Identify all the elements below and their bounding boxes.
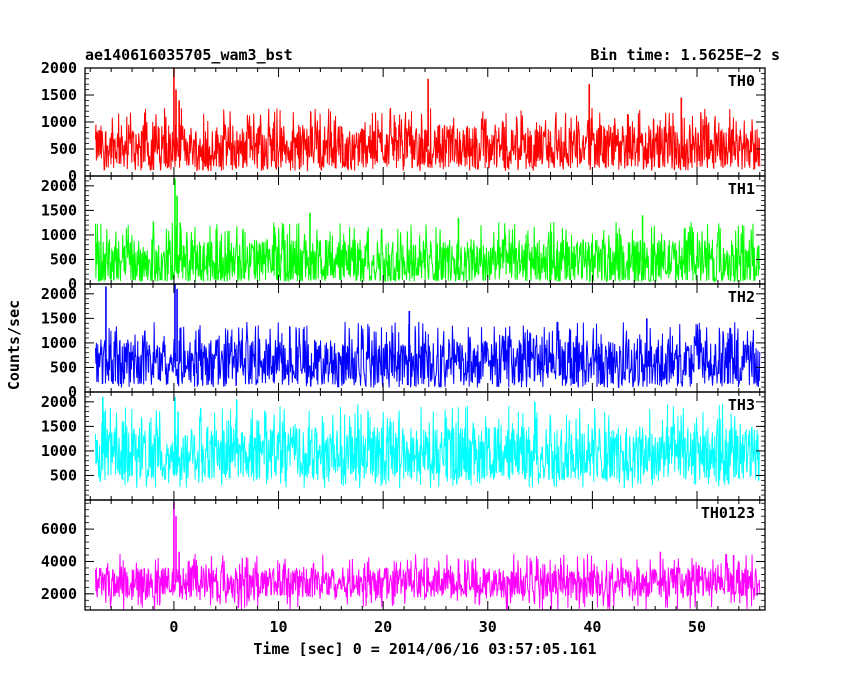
y-tick-label: 500 xyxy=(50,466,77,484)
y-tick-label: 1500 xyxy=(41,86,77,104)
y-tick-label: 1500 xyxy=(41,309,77,327)
y-tick-label: 1000 xyxy=(41,113,77,131)
panel-label: TH0 xyxy=(728,72,755,90)
panel-th3: 500 1000 1500 2000 TH3 xyxy=(41,391,766,501)
y-tick-label: 0 xyxy=(68,167,77,185)
series-th0 xyxy=(94,68,761,172)
panel-label: TH2 xyxy=(728,288,755,306)
y-tick-label: 2000 xyxy=(41,59,77,77)
x-axis-label: Time [sec] 0 = 2014/06/16 03:57:05.161 xyxy=(253,640,596,658)
series-th2 xyxy=(94,284,761,389)
y-tick-label: 4000 xyxy=(41,552,77,570)
y-tick-label: 1500 xyxy=(41,201,77,219)
series-line xyxy=(94,553,761,610)
y-tick-label: 6000 xyxy=(41,520,77,538)
y-tick-label: 1000 xyxy=(41,334,77,352)
series-line xyxy=(94,404,761,489)
y-tick-label: 1000 xyxy=(41,442,77,460)
y-axis-label: Counts/sec xyxy=(5,300,23,390)
panel-label: TH0123 xyxy=(701,504,755,522)
figure-title: ae140616035705_wam3_bst xyxy=(85,46,293,64)
panel-th0123: 2000 4000 6000 TH0123 xyxy=(41,499,766,611)
y-tick-label: 2000 xyxy=(41,393,77,411)
bin-time-label: Bin time: 1.5625E−2 s xyxy=(590,46,780,64)
y-tick-label: 2000 xyxy=(41,285,77,303)
series-line xyxy=(94,107,761,172)
x-tick-label: 50 xyxy=(688,618,706,636)
x-tick-label: 30 xyxy=(479,618,497,636)
series-line xyxy=(94,221,761,284)
y-tick-label: 500 xyxy=(50,140,77,158)
panel-label: TH1 xyxy=(728,180,755,198)
y-tick-label: 500 xyxy=(50,358,77,376)
y-tick-label: 1500 xyxy=(41,417,77,435)
y-tick-label: 500 xyxy=(50,250,77,268)
y-tick-label: 2000 xyxy=(41,585,77,603)
x-tick-label: 10 xyxy=(270,618,288,636)
series-line xyxy=(94,321,761,389)
x-tick-label: 0 xyxy=(169,618,178,636)
panel-label: TH3 xyxy=(728,396,755,414)
x-tick-label: 20 xyxy=(374,618,392,636)
x-tick-label: 40 xyxy=(583,618,601,636)
series-th0123 xyxy=(94,501,761,610)
y-tick-label: 2000 xyxy=(41,177,77,195)
y-tick-label: 0 xyxy=(68,275,77,293)
series-th1 xyxy=(94,178,761,284)
series-th3 xyxy=(94,396,761,489)
panel-th1: 0 500 1000 1500 2000 TH1 xyxy=(41,175,766,293)
y-tick-label: 1000 xyxy=(41,226,77,244)
panel-th0: 0 500 1000 1500 2000 TH0 xyxy=(41,59,766,185)
y-tick-label: 0 xyxy=(68,383,77,401)
panel-th2: 0 500 1000 1500 2000 TH2 xyxy=(41,283,766,401)
